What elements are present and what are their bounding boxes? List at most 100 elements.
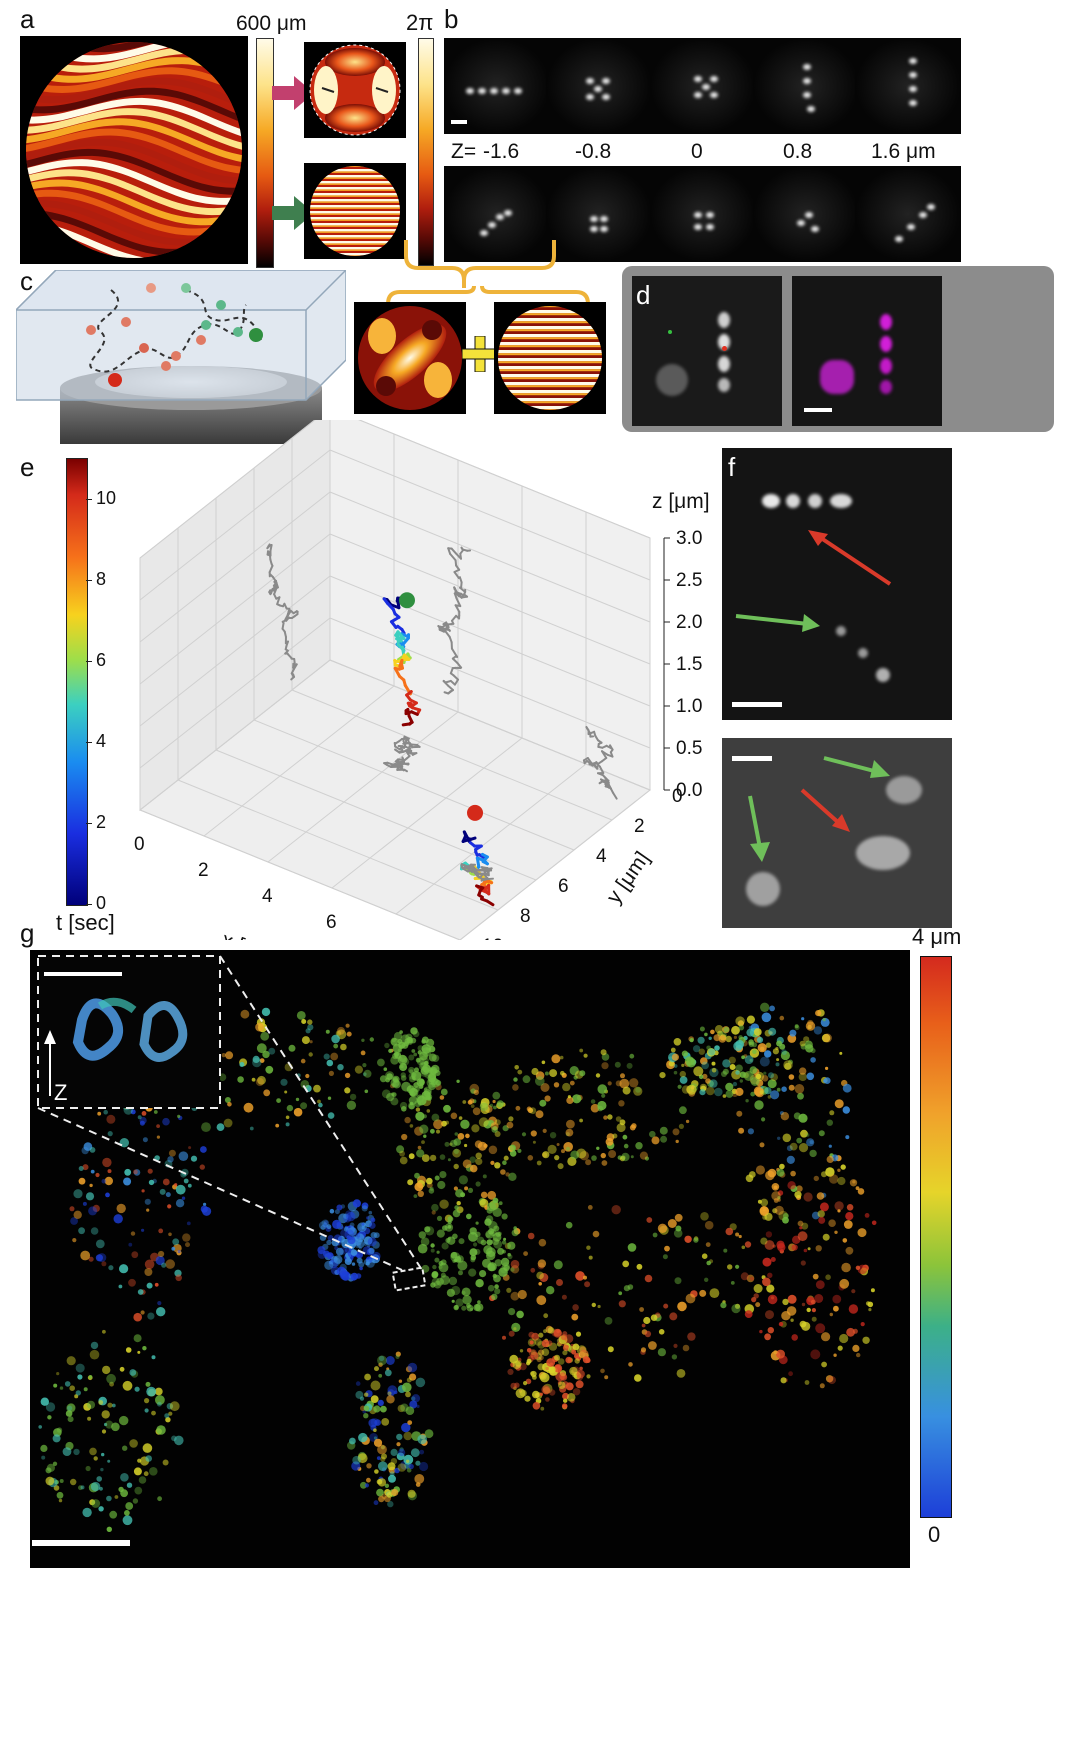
localization-point	[393, 1032, 403, 1041]
magenta-psf-column	[880, 314, 892, 330]
localization-point	[759, 1090, 764, 1095]
localization-point	[284, 1090, 288, 1094]
localization-point	[72, 1238, 77, 1243]
localization-point	[846, 1327, 855, 1337]
localization-point	[305, 1073, 310, 1079]
psf-spot	[706, 212, 714, 218]
localization-point	[406, 1036, 413, 1044]
localization-point	[614, 1061, 621, 1068]
localization-point	[190, 1155, 198, 1162]
localization-point	[410, 1027, 418, 1035]
phase-stripe	[26, 138, 242, 185]
localization-point	[502, 1335, 506, 1340]
localization-point	[825, 1274, 831, 1280]
localization-point	[697, 1036, 705, 1044]
localization-point	[468, 1232, 478, 1242]
localization-point	[475, 1181, 481, 1187]
slm-phase-mask-large	[20, 36, 248, 264]
localization-point	[764, 1212, 773, 1221]
psf-tile	[855, 38, 961, 134]
localization-point	[409, 1373, 417, 1381]
localization-point	[753, 1293, 759, 1299]
grating-line	[310, 181, 400, 184]
localization-point	[776, 1349, 785, 1359]
localization-point	[368, 1210, 373, 1215]
localization-point	[530, 1350, 536, 1356]
localization-point	[143, 1471, 149, 1477]
localization-point	[706, 1045, 711, 1051]
localization-point	[377, 1444, 387, 1455]
localization-point	[794, 1024, 799, 1029]
localization-point	[789, 1029, 797, 1037]
localization-point	[101, 1410, 110, 1419]
localization-point	[107, 1402, 113, 1408]
localization-point	[522, 1075, 531, 1084]
grating-line	[310, 193, 400, 196]
localization-point	[782, 1298, 789, 1306]
time-colorbar-label: t [sec]	[56, 910, 115, 935]
localization-point	[546, 1358, 556, 1367]
localization-point	[828, 1219, 836, 1227]
localization-point	[326, 1059, 334, 1067]
localization-point	[735, 1070, 740, 1075]
bracket-lines	[386, 286, 590, 305]
colorbar-tick	[86, 498, 92, 500]
z-value-2: -0.8	[575, 140, 612, 163]
localization-point	[352, 1199, 361, 1208]
localization-point	[675, 1139, 679, 1144]
x-tick-label: 6	[326, 912, 337, 933]
localization-point	[788, 1084, 795, 1091]
localization-point	[805, 1021, 816, 1031]
phase-stripe	[26, 57, 242, 88]
localization-point	[164, 1413, 170, 1419]
z-tick-label: 2.0	[676, 612, 702, 633]
localization-point	[534, 1338, 542, 1346]
localization-point	[89, 1447, 97, 1456]
psf-spot	[803, 64, 811, 70]
localization-point	[365, 1261, 370, 1266]
localization-point	[798, 1072, 807, 1082]
localization-point	[373, 1405, 381, 1413]
localization-point	[450, 1112, 458, 1120]
grating-line	[310, 189, 400, 191]
localization-point	[439, 1154, 446, 1160]
localization-point	[779, 1015, 785, 1021]
localization-point	[386, 1395, 395, 1404]
localization-point	[537, 1363, 545, 1371]
localization-point	[586, 1374, 591, 1379]
localization-point	[70, 1217, 78, 1225]
localization-point	[88, 1206, 98, 1216]
localization-point	[684, 1235, 692, 1243]
psf-spot	[909, 72, 917, 78]
y-tick-label: 10	[482, 936, 503, 940]
localization-point	[361, 1226, 365, 1230]
gridline	[177, 779, 499, 911]
localization-point	[106, 1495, 112, 1502]
localization-point	[345, 1023, 350, 1028]
localization-point	[542, 1151, 550, 1159]
localization-point	[249, 1126, 254, 1131]
localization-point	[73, 1448, 80, 1456]
psf-spot	[710, 76, 718, 82]
gridline	[329, 449, 651, 581]
localization-point	[484, 1218, 492, 1226]
localization-point	[677, 1084, 682, 1089]
localization-point	[548, 1365, 556, 1374]
gridline	[291, 689, 613, 821]
localization-point	[93, 1456, 98, 1461]
localization-point	[689, 1038, 694, 1043]
localization-point	[671, 1053, 680, 1061]
psf-spot	[909, 86, 917, 92]
localization-point	[797, 1231, 808, 1242]
localization-point	[331, 1034, 340, 1044]
localization-point	[140, 1310, 145, 1315]
start-marker-red	[467, 804, 484, 821]
localization-point	[804, 1040, 813, 1049]
localization-point	[569, 1366, 578, 1376]
localization-point	[398, 1448, 406, 1457]
trajectory-segment	[598, 765, 605, 775]
localization-point	[532, 1140, 536, 1144]
localization-point	[355, 1233, 365, 1243]
localization-point	[768, 1072, 774, 1079]
localization-point	[373, 1436, 378, 1440]
